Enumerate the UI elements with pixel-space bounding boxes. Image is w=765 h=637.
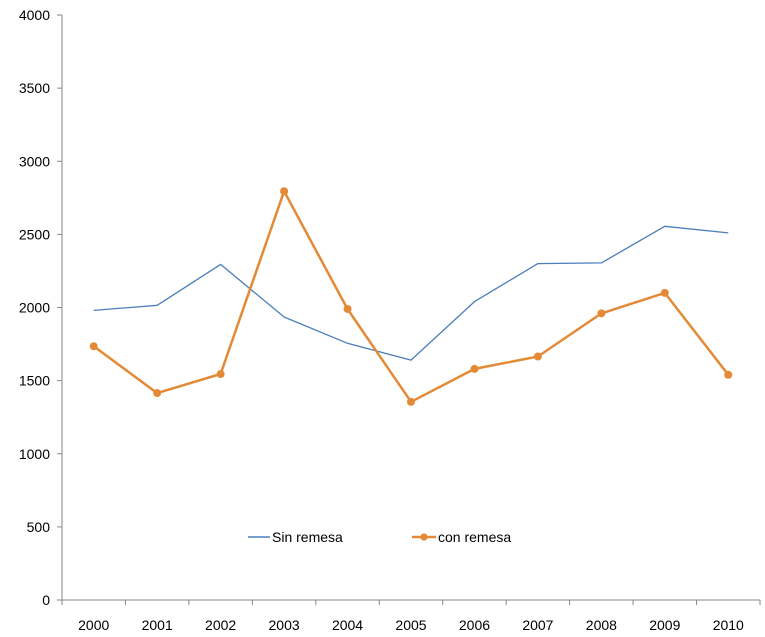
y-tick-label-0: 0 [42,592,50,608]
y-tick-label-1500: 1500 [19,373,50,389]
series-1-point-2005 [407,397,415,406]
x-tick-label-2006: 2006 [459,617,490,633]
series-1-point-2001 [153,389,162,398]
legend: Sin remesa con remesa [248,529,511,545]
series-1-point-2006 [470,364,479,373]
x-tick-label-2007: 2007 [522,617,553,633]
y-axis-ticks: 0 500 1000 1500 2000 2500 3000 3500 4000 [19,7,62,608]
series-1-point-2003 [280,187,289,196]
x-tick-label-2003: 2003 [269,617,300,633]
series-1-point-2009 [660,288,669,297]
series-1-point-2000 [89,342,98,351]
series-1-point-2004 [343,304,352,313]
series-line-1 [92,189,730,404]
series-1-point-2007 [533,352,542,361]
x-tick-label-2001: 2001 [142,617,173,633]
y-tick-label-3500: 3500 [19,80,50,96]
y-tick-label-4000: 4000 [19,7,50,23]
legend-label-series-0: Sin remesa [272,529,343,545]
x-axis-ticks: 2000 2001 2002 2003 2004 2005 2006 2007 2008 2009… [61,600,761,633]
x-tick-label-2010: 2010 [713,617,744,633]
x-tick-label-2008: 2008 [586,617,617,633]
axes [61,15,760,601]
x-tick-label-2009: 2009 [649,617,680,633]
plot-area [89,187,733,406]
y-tick-label-2000: 2000 [19,300,50,316]
x-tick-label-2005: 2005 [395,617,426,633]
x-tick-label-2000: 2000 [78,617,109,633]
series-line-0 [93,225,729,361]
legend-label-series-1: con remesa [438,529,511,545]
legend-marker-series-1 [420,533,428,541]
series-1-point-2008 [597,309,606,318]
y-tick-label-2500: 2500 [19,226,50,242]
x-tick-label-2002: 2002 [205,617,236,633]
y-tick-label-1000: 1000 [19,446,50,462]
y-tick-label-3000: 3000 [19,153,50,169]
series-1-point-2010 [724,370,733,379]
y-tick-label-500: 500 [27,519,51,535]
x-tick-label-2004: 2004 [332,617,363,633]
series-1-point-2002 [216,370,225,379]
